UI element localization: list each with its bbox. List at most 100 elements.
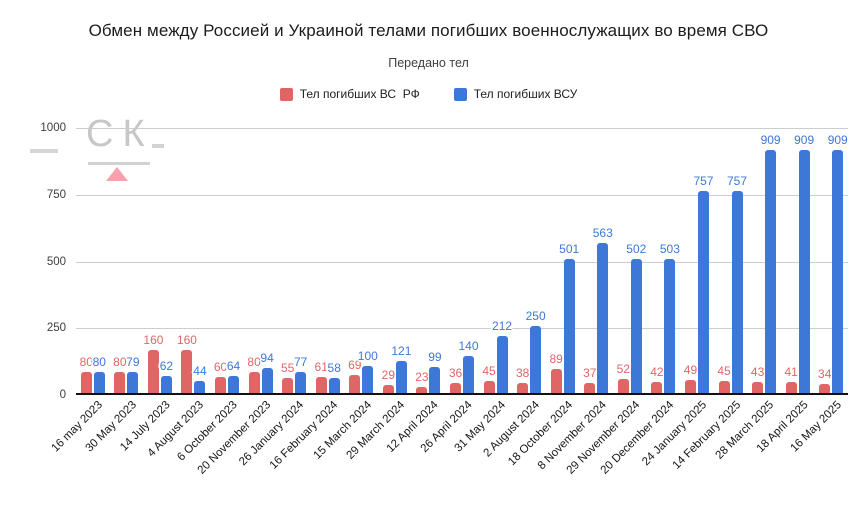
bar-vsu [362,366,374,393]
chart-title: Обмен между Россией и Украиной телами по… [88,21,769,40]
bar-value-label: 80 [113,354,127,369]
bar-rf [752,381,764,393]
bar-value-label: 44 [193,364,207,379]
bar-vsu [228,375,240,393]
bar-rf [114,371,126,393]
bar-vsu [630,258,642,393]
bar-value-label: 909 [760,133,781,148]
bar-rf [718,381,730,393]
bar-rf [80,371,92,393]
gridline [76,261,848,263]
bar-vsu [160,376,172,393]
bar-rf [315,376,327,393]
x-axis-labels: 16 may 2023 30 May 2023 14 July 2023 4 Augu… [49,399,844,477]
legend-label-rf: Тел погибших ВС РФ [299,87,420,101]
bar-vsu [328,377,340,393]
bar-vsu [194,381,206,393]
bar-value-label: 49 [683,362,698,377]
bar-vsu [832,150,844,393]
bar-rf [147,350,159,393]
bar-value-label: 79 [126,354,140,369]
bar-rf [617,379,629,393]
bar-value-label: 38 [515,365,530,380]
bar-rf [248,371,260,393]
bar-value-label: 94 [260,350,274,365]
bar-vsu [496,336,508,393]
bar-rf [483,381,495,393]
bar-vsu [463,355,474,393]
bar-rf [819,383,831,393]
y-tick-label: 1000 [40,122,66,134]
bar-value-label: 45 [482,364,496,378]
plot-area: 80 80 160 160 60 80 55 61 69 29 23 36 45 38 89 37 52 42 49… [76,128,848,395]
bar-rf [651,381,663,393]
bar-value-label: 61 [314,359,328,374]
y-tick-label: 250 [46,322,66,335]
bar-value-label: 36 [448,366,463,381]
y-axis-labels: 0 250 500 750 1000 [0,122,66,401]
gridline [76,328,848,330]
bar-value-label: 250 [525,309,546,324]
y-tick-label: 750 [46,188,66,201]
bar-value-label: 43 [750,364,765,379]
bar-rf [416,386,428,393]
bar-vsu [295,372,307,393]
bar-value-label: 23 [415,369,429,384]
y-tick-label: 0 [59,389,66,401]
bar-rf [785,382,797,393]
bar-rf [382,385,394,393]
bar-rf [684,379,696,393]
bar-value-label: 37 [583,366,597,381]
bar-value-label: 34 [818,366,832,381]
bar-rf [584,383,596,393]
bar-value-label: 77 [293,355,308,370]
bar-value-label: 757 [693,173,714,188]
bar-value-label: 89 [549,352,563,367]
bar-value-label: 99 [428,349,442,364]
bar-value-label: 64 [226,358,241,373]
bar-value-label: 60 [213,359,228,374]
bar-vsu [563,259,575,393]
bar-vsu [731,190,743,393]
bar-vsu [127,371,139,393]
bar-value-label: 55 [280,361,295,376]
bar-value-label: 80 [79,354,93,369]
bar-value-label: 100 [357,349,378,364]
bar-vsu [530,326,542,393]
bar-rf [181,350,193,393]
legend-item-vsu: Тел погибших ВСУ [453,87,578,101]
bar-value-label: 121 [391,343,412,358]
bar-value-label: 58 [327,360,341,375]
bar-rf [517,382,529,393]
bar-value-label: 909 [794,133,815,148]
bar-rf [550,369,562,393]
bar-vsu [93,371,105,393]
gridline [76,194,848,196]
bar-value-label: 757 [727,173,748,188]
bar-value-label: 52 [616,362,630,377]
bar-value-label: 501 [559,242,580,257]
bar-vsu [798,150,810,393]
y-tick-label: 500 [46,255,66,268]
bar-value-label: 502 [626,241,647,256]
legend-item-rf: Тел погибших ВС РФ [279,87,420,101]
bar-vsu [429,366,441,393]
legend-swatch-vsu [453,87,467,101]
bar-vsu [395,360,407,393]
bar-value-label: 69 [348,357,362,372]
bar-rf [349,374,361,393]
bar-value-label: 160 [143,333,164,348]
bar-value-label: 160 [176,333,197,348]
bar-value-label: 41 [784,365,798,380]
legend-swatch-rf [279,87,293,101]
bar-rf [282,378,294,393]
legend-label-vsu: Тел погибших ВСУ [473,87,578,101]
legend: Тел погибших ВС РФ Тел погибших ВСУ [0,87,857,101]
bar-value-label: 62 [159,359,174,374]
bar-vsu [697,190,709,393]
bar-value-label: 212 [492,319,513,334]
bar-value-label: 29 [381,368,396,383]
bar-rf [450,383,461,393]
bar-value-label: 42 [650,364,664,379]
